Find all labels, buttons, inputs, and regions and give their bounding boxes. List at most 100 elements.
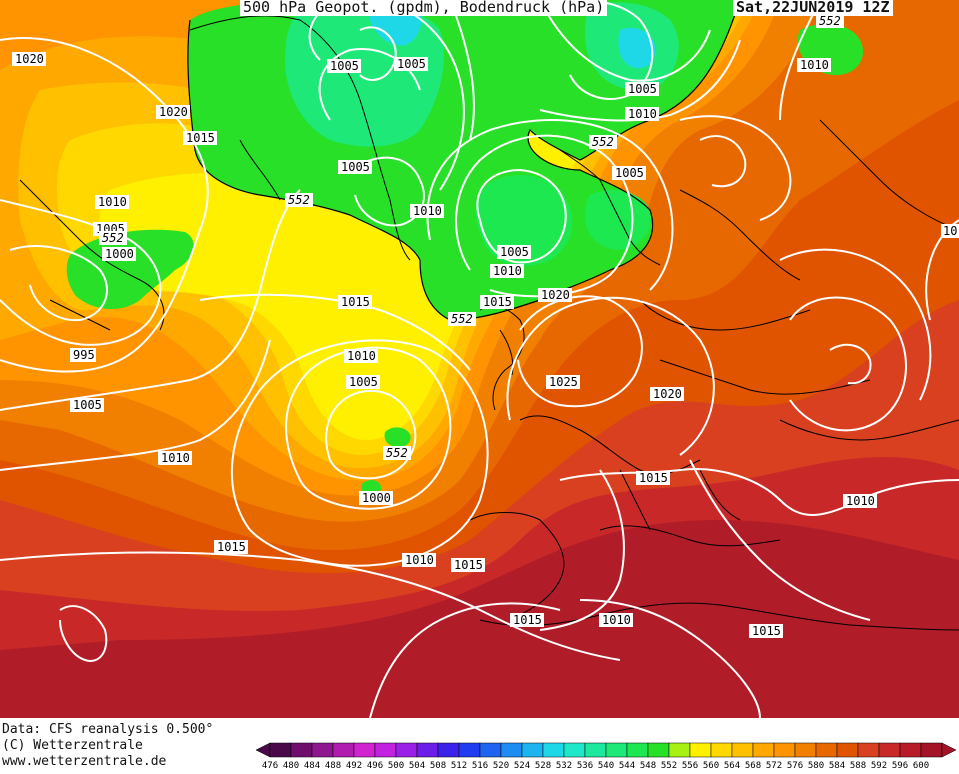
geopotential-label: 552 [448,312,476,326]
svg-text:1020: 1020 [15,52,44,66]
svg-text:552: 552 [102,231,124,245]
geopotential-low-baltic [475,175,573,266]
legend-swatch [752,742,775,758]
legend-tick-label: 596 [892,761,908,770]
svg-text:1010: 1010 [98,195,127,209]
isobar-label: 1005 [612,166,646,180]
legend-swatch [311,742,334,758]
svg-text:1010: 1010 [846,494,875,508]
svg-text:552: 552 [386,446,408,460]
legend-tick-label: 572 [766,761,782,770]
legend-swatch [815,742,838,758]
legend-swatch [647,742,670,758]
isobar-label: 995 [70,348,96,362]
isobar-label: 1010 [344,349,378,363]
isobar-label: 1015 [451,558,485,572]
isobar-label: 1020 [538,288,572,302]
svg-text:1010: 1010 [413,204,442,218]
legend-swatch [563,742,586,758]
legend-tick-label: 576 [787,761,803,770]
legend-tick-label: 480 [283,761,299,770]
legend-swatch [290,742,313,758]
svg-text:1010: 1010 [347,349,376,363]
geopotential-low-norway [585,190,651,250]
isobar-label: 1010 [843,494,877,508]
legend-tick-label: 524 [514,761,530,770]
website-link[interactable]: www.wetterzentrale.de [2,754,167,769]
legend-swatch [437,742,460,758]
legend-tick-label: 512 [451,761,467,770]
isobar-label: 1005 [625,82,659,96]
legend-tick-label: 544 [619,761,635,770]
svg-text:1015: 1015 [454,558,483,572]
legend-swatch [542,742,565,758]
svg-text:1000: 1000 [362,491,391,505]
geopotential-label: 552 [383,446,411,460]
svg-text:995: 995 [73,348,95,362]
geopotential-low-labrador [66,229,194,310]
credits: Data: CFS reanalysis 0.500° (C) Wetterze… [2,722,213,770]
geopotential-label: 552 [285,193,313,207]
geopotential-deepest-scandinavia [618,27,656,69]
copyright: (C) Wetterzentrale [2,738,143,753]
legend-swatch [668,742,691,758]
legend-swatch [689,742,712,758]
svg-text:1005: 1005 [73,398,102,412]
svg-text:552: 552 [819,14,841,28]
isobar-label: 1010 [490,264,524,278]
isobar-label: 1015 [749,624,783,638]
isobar-label: 1005 [338,160,372,174]
legend-swatch [731,742,754,758]
legend-swatch [605,742,628,758]
legend-swatch [521,742,544,758]
svg-text:1020: 1020 [159,105,188,119]
isobar-label: 1005 [70,398,104,412]
legend-tick-label: 484 [304,761,320,770]
isobar-label: 1005 [327,59,361,73]
isobar-label: 1005 [346,375,380,389]
isobar-label: 1015 [338,295,372,309]
geopotential-label: 552 [816,14,844,28]
legend-tick-label: 600 [913,761,929,770]
svg-text:1015: 1015 [639,471,668,485]
isobar-label: 1015 [480,295,514,309]
contour-552 [187,0,741,321]
isobar-label: 1010 [402,553,436,567]
isobar-label: 1010 [158,451,192,465]
geopotential-cell-atlantic-1 [384,427,411,448]
isobar-label: 1015 [510,613,544,627]
legend-swatch [773,742,796,758]
colour-legend: 476 480 484 488 492 496 500 504 508 512 516 520 524 5… [255,742,957,771]
svg-text:552: 552 [451,312,473,326]
legend-tick-label: 492 [346,761,362,770]
isobar-label: 10 [941,224,959,238]
legend-tick-label: 568 [745,761,761,770]
data-source: Data: CFS reanalysis 0.500° [2,722,214,737]
svg-text:1005: 1005 [500,245,529,259]
geopotential-labels: 552 552 552 552 552 552 [99,14,844,460]
isobar-label: 1010 [95,195,129,209]
legend-tick-label: 516 [472,761,488,770]
svg-text:1015: 1015 [752,624,781,638]
svg-text:552: 552 [288,193,310,207]
isobar-label: 1015 [636,471,670,485]
isobar-label: 1010 [625,107,659,121]
isobar-label: 1000 [102,247,136,261]
legend-swatch [920,742,943,758]
svg-text:1015: 1015 [341,295,370,309]
legend-swatch [416,742,439,758]
svg-text:1000: 1000 [105,247,134,261]
svg-text:1010: 1010 [493,264,522,278]
legend-tick-label: 540 [598,761,614,770]
legend-swatch [395,742,418,758]
legend-swatch [794,742,817,758]
legend-swatch [332,742,355,758]
isobar-label: 1020 [156,105,190,119]
legend-swatch [458,742,481,758]
legend-arrow-low [255,742,271,758]
svg-text:1010: 1010 [161,451,190,465]
legend-tick-label: 584 [829,761,845,770]
legend-swatch [374,742,397,758]
